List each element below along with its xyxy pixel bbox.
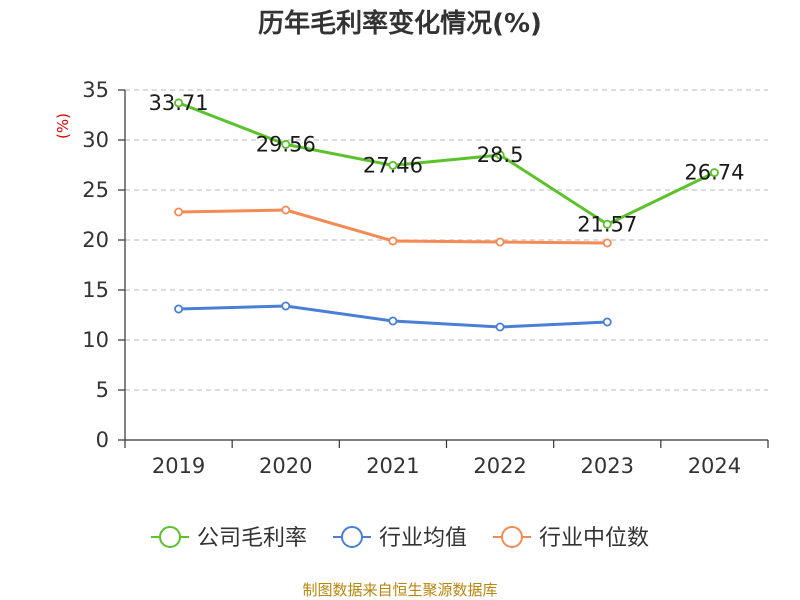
axes: 0 5 10 15 20 25 30 35 2019 2020 2021 2022 2023 2024	[82, 78, 769, 478]
data-point	[281, 139, 291, 149]
series-lines	[174, 98, 719, 332]
data-point	[388, 316, 398, 326]
legend-label: 行业中位数	[539, 526, 649, 551]
data-point	[281, 205, 291, 215]
data-label: 27.46	[363, 153, 423, 177]
legend-item: 行业均值	[333, 526, 467, 551]
data-label: 28.5	[477, 143, 524, 167]
data-labels: 33.71 29.56 27.46 28.5 21.57 26.74	[149, 91, 745, 236]
x-tick-label: 2023	[581, 454, 634, 478]
data-point	[281, 301, 291, 311]
data-point	[495, 237, 505, 247]
source-note: 制图数据来自恒生聚源数据库	[302, 581, 497, 599]
data-label: 21.57	[577, 212, 637, 236]
legend-swatch-marker	[341, 526, 363, 548]
y-tick-label: 0	[96, 428, 109, 452]
data-point	[174, 98, 184, 108]
data-point	[174, 207, 184, 217]
legend-item: 公司毛利率	[151, 526, 307, 551]
data-point	[602, 317, 612, 327]
y-tick-label: 35	[82, 78, 109, 102]
chart-title: 历年毛利率变化情况(%)	[258, 8, 542, 39]
legend-swatch-marker	[501, 526, 523, 548]
x-tick-label: 2024	[688, 454, 741, 478]
y-tick-label: 30	[82, 128, 109, 152]
y-tick-label: 15	[82, 278, 109, 302]
data-point	[709, 168, 719, 178]
legend-label: 行业均值	[379, 526, 467, 551]
legend-swatch-marker	[159, 526, 181, 548]
y-tick-label: 5	[96, 378, 109, 402]
data-point	[602, 219, 612, 229]
data-label: 29.56	[256, 132, 316, 156]
y-tick-label: 10	[82, 328, 109, 352]
data-point	[495, 150, 505, 160]
legend: 公司毛利率 行业均值 行业中位数	[151, 526, 649, 551]
legend-item: 行业中位数	[493, 526, 649, 551]
series-line	[177, 101, 716, 226]
x-tick-label: 2022	[473, 454, 526, 478]
legend-label: 公司毛利率	[197, 526, 307, 551]
gridlines	[125, 89, 768, 391]
data-point	[495, 322, 505, 332]
data-point	[388, 236, 398, 246]
data-point	[602, 238, 612, 248]
y-tick-label: 20	[82, 228, 109, 252]
y-tick-label: 25	[82, 178, 109, 202]
y-axis-unit-label: (%)	[54, 113, 72, 139]
data-label: 33.71	[149, 91, 209, 115]
data-point	[174, 304, 184, 314]
x-tick-label: 2020	[259, 454, 312, 478]
x-tick-label: 2021	[366, 454, 419, 478]
data-label: 26.74	[684, 161, 744, 185]
data-point	[388, 160, 398, 170]
x-tick-label: 2019	[152, 454, 205, 478]
